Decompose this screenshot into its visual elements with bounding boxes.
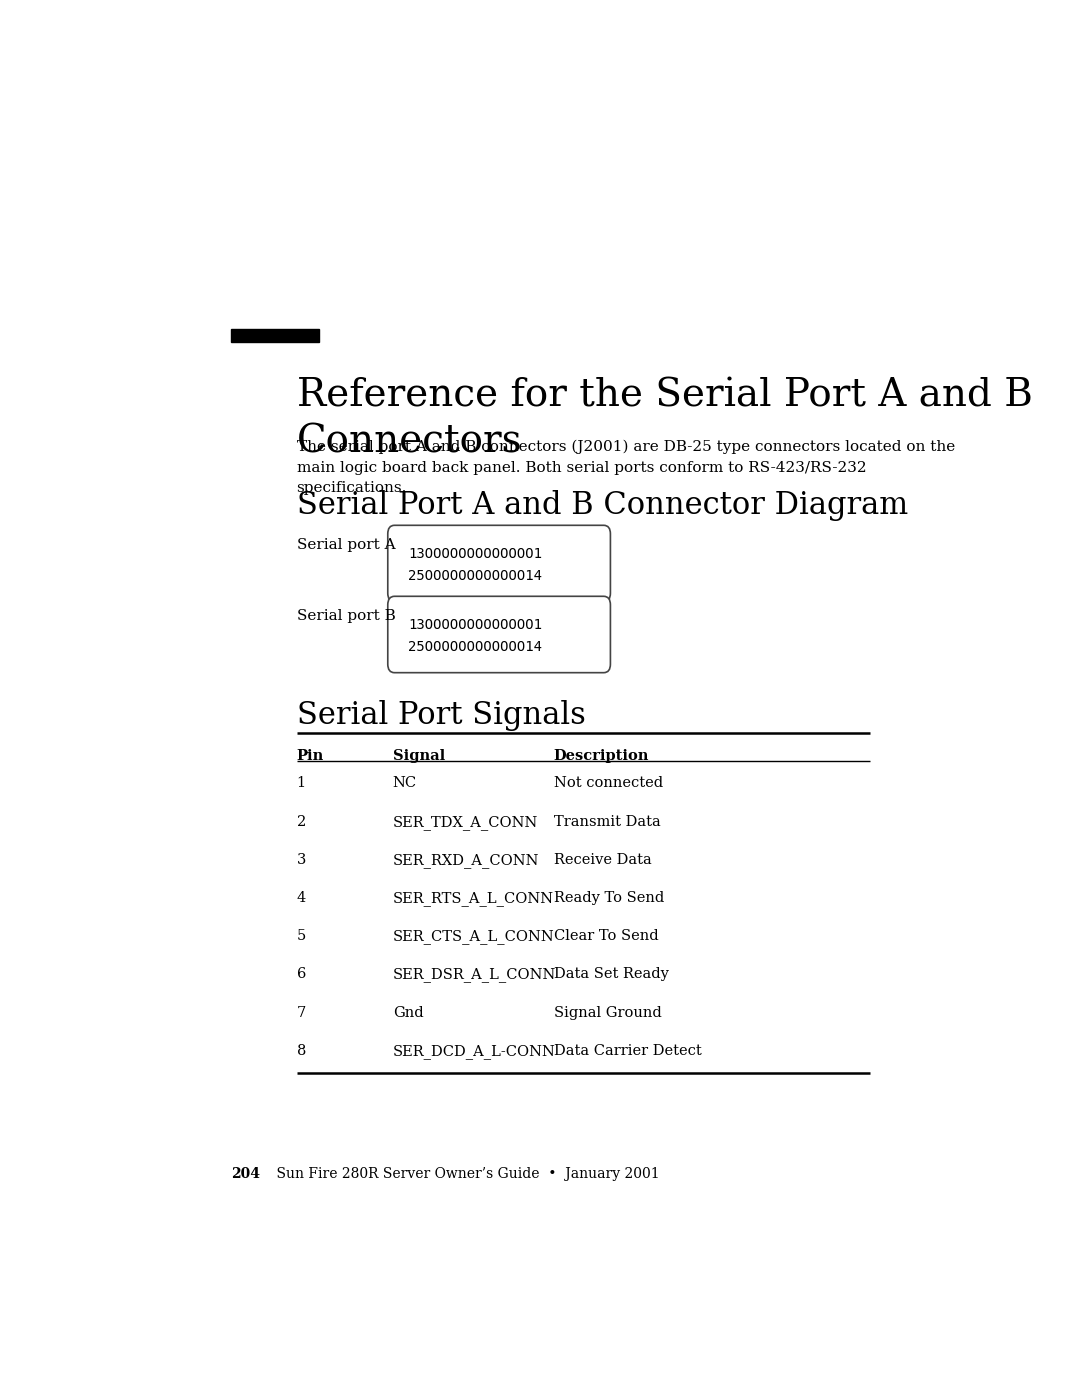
Text: Signal Ground: Signal Ground — [554, 1006, 661, 1020]
Text: The serial port A and B connectors (J2001) are DB-25 type connectors located on : The serial port A and B connectors (J200… — [297, 440, 955, 496]
Text: Pin: Pin — [297, 749, 324, 763]
Text: 7: 7 — [297, 1006, 306, 1020]
Text: Clear To Send: Clear To Send — [554, 929, 658, 943]
Text: Serial port B: Serial port B — [297, 609, 395, 623]
Text: SER_RTS_A_L_CONN: SER_RTS_A_L_CONN — [393, 891, 554, 905]
FancyBboxPatch shape — [388, 525, 610, 602]
Text: SER_DSR_A_L_CONN: SER_DSR_A_L_CONN — [393, 967, 556, 982]
Text: SER_RXD_A_CONN: SER_RXD_A_CONN — [393, 852, 539, 868]
Text: 5: 5 — [297, 929, 306, 943]
Text: Ready To Send: Ready To Send — [554, 891, 664, 905]
Text: 8: 8 — [297, 1044, 306, 1058]
Text: 25OOOOOOOOOOOO14: 25OOOOOOOOOOOO14 — [408, 570, 542, 584]
Text: 2: 2 — [297, 814, 306, 828]
Text: Data Set Ready: Data Set Ready — [554, 967, 669, 982]
Text: 1: 1 — [297, 777, 306, 791]
Bar — [231, 330, 320, 342]
Text: Serial Port A and B Connector Diagram: Serial Port A and B Connector Diagram — [297, 490, 908, 521]
Text: Description: Description — [554, 749, 649, 763]
Text: 6: 6 — [297, 967, 306, 982]
Text: 13OOOOOOOOOOOOO1: 13OOOOOOOOOOOOO1 — [408, 546, 542, 560]
Text: SER_CTS_A_L_CONN: SER_CTS_A_L_CONN — [393, 929, 554, 944]
Text: 4: 4 — [297, 891, 306, 905]
Text: 204: 204 — [231, 1166, 260, 1180]
Text: NC: NC — [393, 777, 417, 791]
Text: Signal: Signal — [393, 749, 445, 763]
Text: Data Carrier Detect: Data Carrier Detect — [554, 1044, 701, 1058]
Text: 3: 3 — [297, 852, 306, 868]
FancyBboxPatch shape — [388, 597, 610, 673]
Text: Reference for the Serial Port A and B
Connectors: Reference for the Serial Port A and B Co… — [297, 377, 1032, 460]
Text: Gnd: Gnd — [393, 1006, 423, 1020]
Text: SER_TDX_A_CONN: SER_TDX_A_CONN — [393, 814, 538, 830]
Text: Not connected: Not connected — [554, 777, 663, 791]
Text: Serial Port Signals: Serial Port Signals — [297, 700, 585, 731]
Text: Serial port A: Serial port A — [297, 538, 395, 552]
Text: 13OOOOOOOOOOOOO1: 13OOOOOOOOOOOOO1 — [408, 617, 542, 631]
Text: SER_DCD_A_L-CONN: SER_DCD_A_L-CONN — [393, 1044, 556, 1059]
Text: Transmit Data: Transmit Data — [554, 814, 660, 828]
Text: 25OOOOOOOOOOOO14: 25OOOOOOOOOOOO14 — [408, 640, 542, 654]
Text: Receive Data: Receive Data — [554, 852, 651, 868]
Text: Sun Fire 280R Server Owner’s Guide  •  January 2001: Sun Fire 280R Server Owner’s Guide • Jan… — [259, 1166, 660, 1180]
